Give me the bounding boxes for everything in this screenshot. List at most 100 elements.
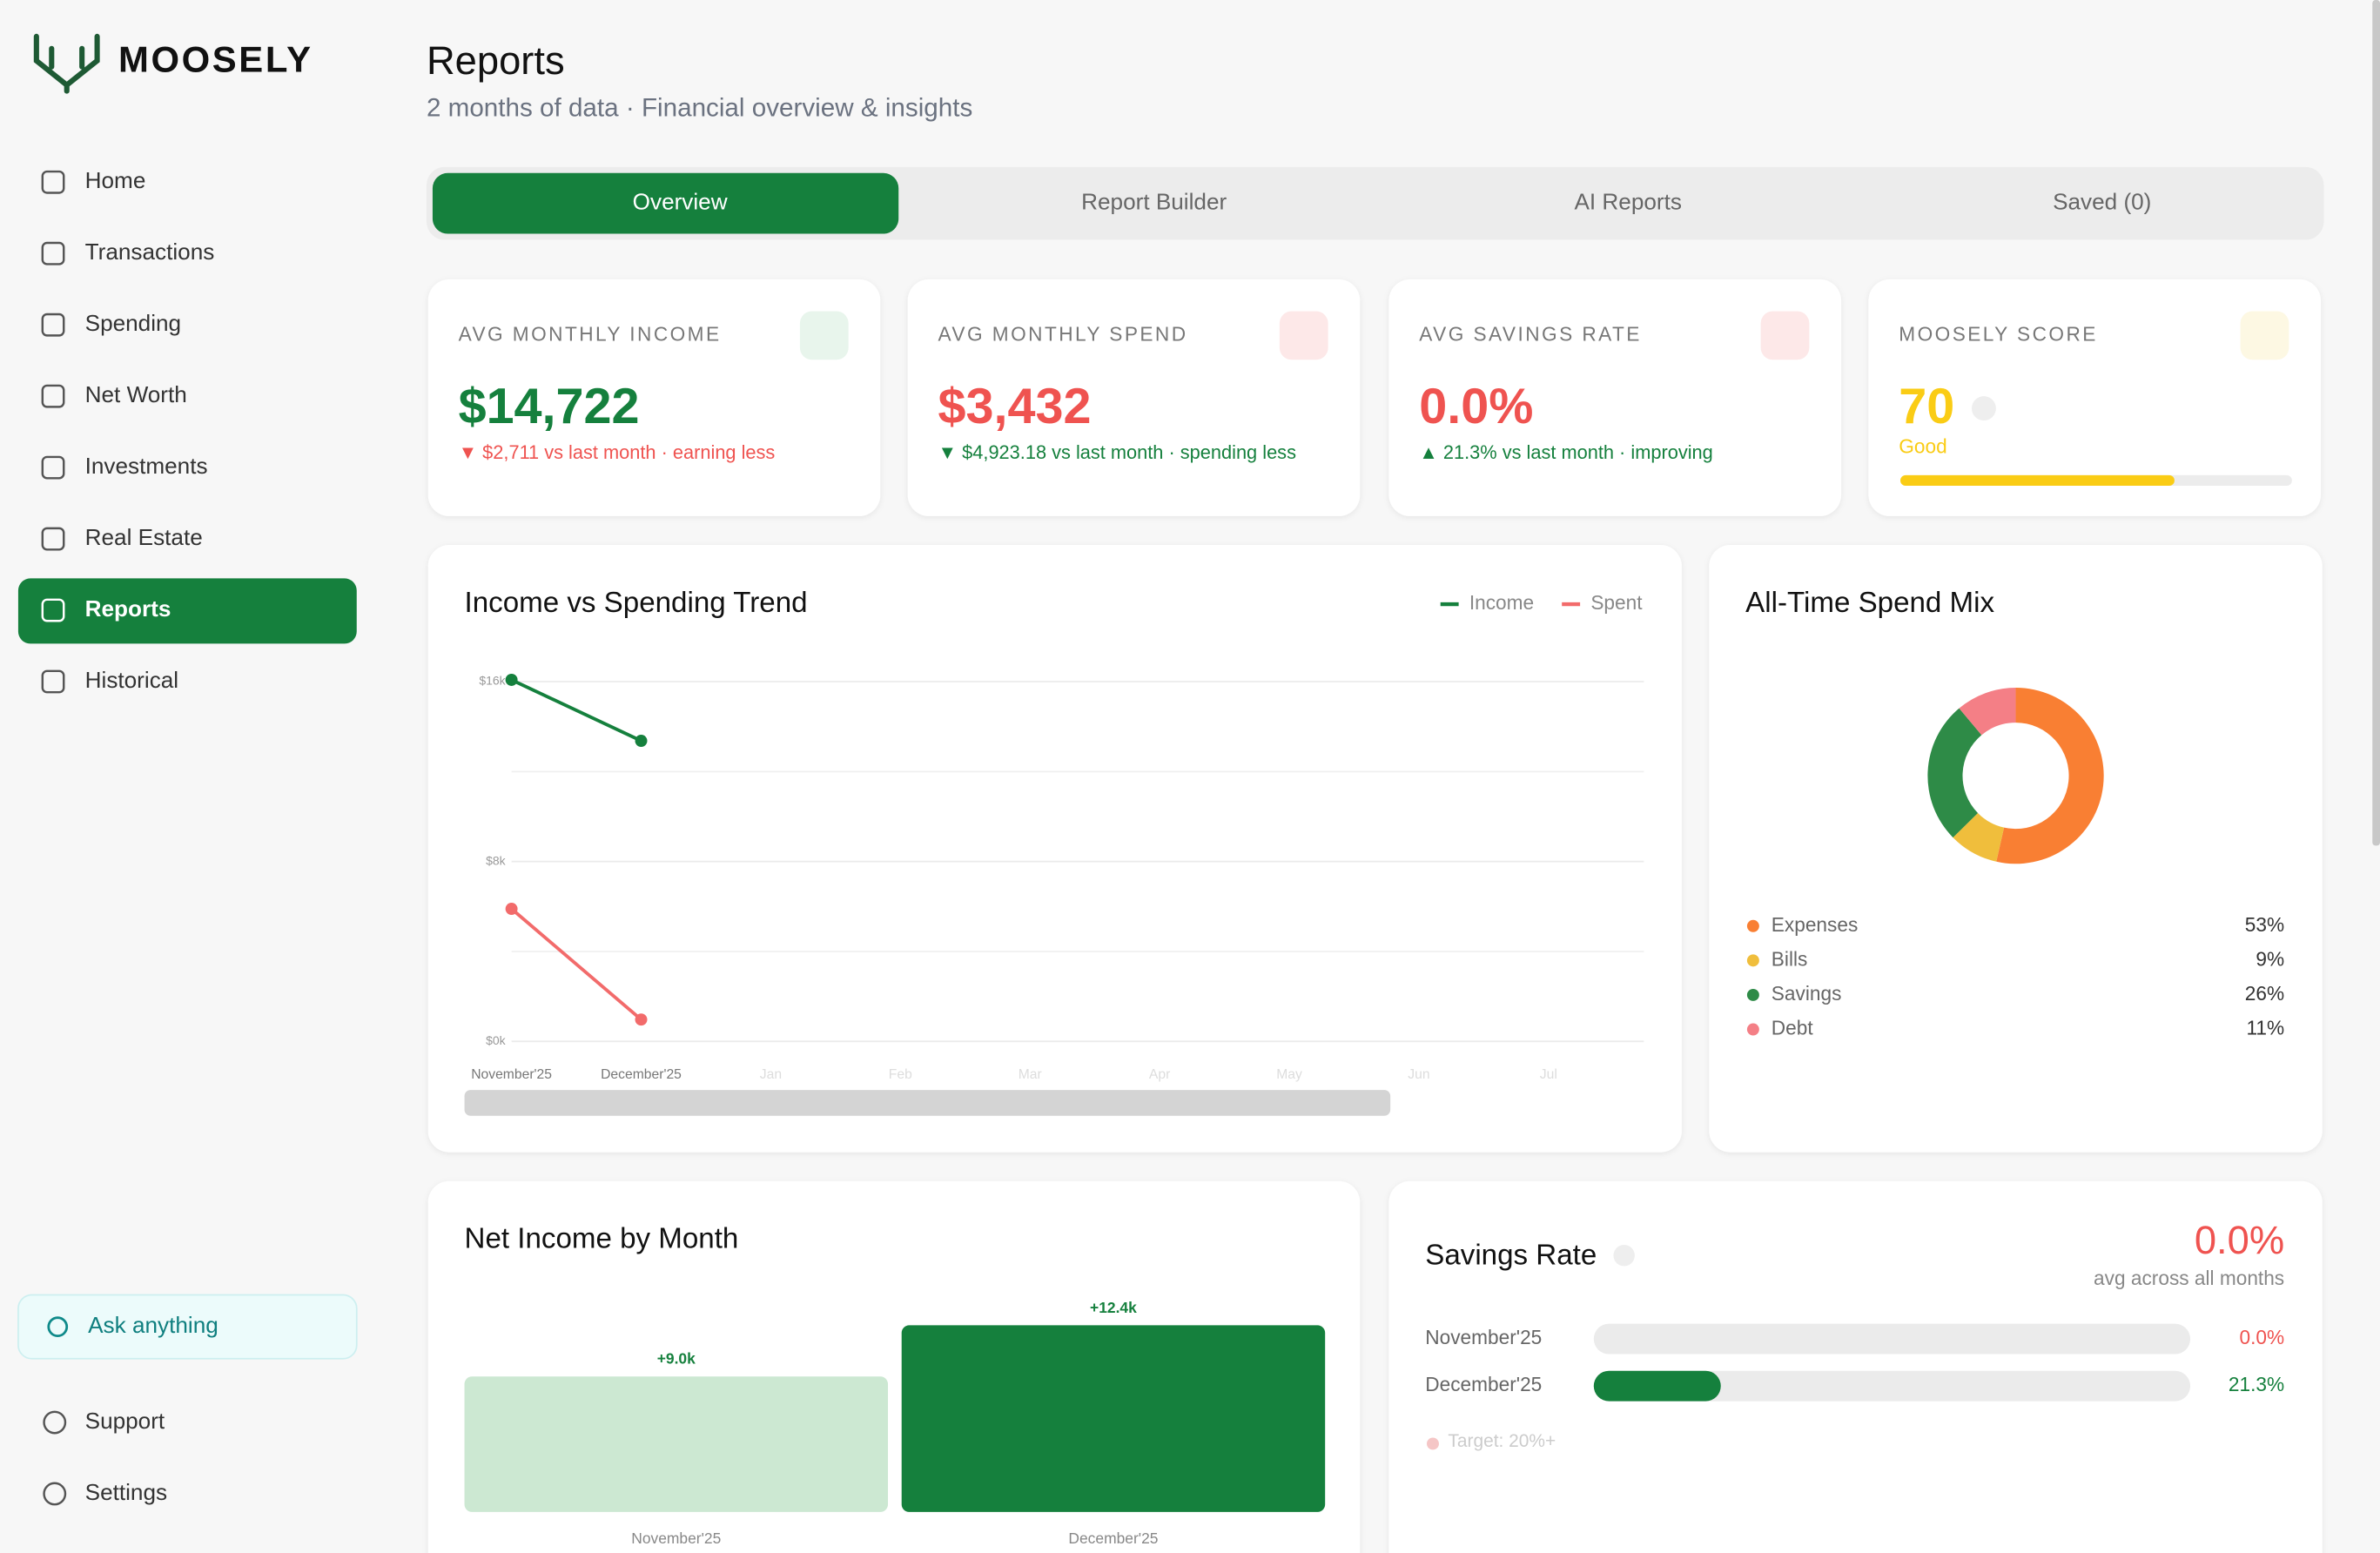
bar [464, 1376, 889, 1512]
tab-bar [426, 166, 2324, 240]
series-point [635, 1013, 648, 1026]
kpi-icon [1760, 311, 1810, 360]
kpi-delta: ▲ 21.3% vs last month · improving [1419, 441, 1712, 463]
x-tick-label: May [1276, 1067, 1302, 1082]
pie-slice [1959, 687, 2016, 736]
chart-title: Income vs Spending Trend [465, 587, 808, 619]
help-icon[interactable] [1971, 396, 1996, 421]
x-tick-label: Mar [1019, 1067, 1042, 1082]
row-bar [1593, 1370, 1721, 1402]
kpi-value: $3,432 [938, 379, 1092, 434]
tab[interactable]: AI Reports [1574, 189, 1681, 215]
ask-box[interactable] [17, 1294, 358, 1360]
nav-icon [41, 527, 65, 551]
nav-icon [41, 598, 65, 622]
nav-item[interactable]: Net Worth [85, 381, 187, 407]
card [1868, 279, 2321, 516]
score-rating: Good [1899, 434, 1946, 457]
legend-value: 26% [2245, 982, 2284, 1005]
bar-label: +12.4k [1090, 1299, 1137, 1316]
kpi-delta: ▼ $2,711 vs last month · earning less [459, 441, 776, 463]
scrollbar[interactable] [2372, 0, 2380, 846]
kpi-icon [799, 311, 849, 360]
chart-title: Savings Rate [1425, 1240, 1597, 1272]
x-tick-label: December'25 [1068, 1529, 1158, 1547]
bar [901, 1325, 1326, 1512]
tab[interactable]: Report Builder [1081, 189, 1227, 215]
row-track [1593, 1370, 2191, 1402]
savings-caption: avg across all months [2094, 1267, 2284, 1289]
tab[interactable]: Saved (0) [2053, 189, 2151, 215]
kpi-value: $14,722 [459, 379, 640, 434]
nav-icon [41, 669, 65, 694]
nav-item[interactable]: Spending [85, 310, 181, 336]
series-line [510, 907, 642, 1021]
nav-item[interactable]: Support [85, 1408, 165, 1434]
legend-dot [1746, 1023, 1759, 1036]
score-bar [1900, 474, 2175, 487]
legend-label: Income [1469, 591, 1534, 614]
x-tick-label: Jul [1540, 1067, 1557, 1082]
nav-item[interactable]: Reports [85, 595, 171, 622]
bar-label: +9.0k [657, 1350, 696, 1368]
legend-value: 11% [2246, 1017, 2284, 1039]
card [1388, 1180, 2323, 1553]
kpi-value: 0.0% [1419, 379, 1533, 434]
logo [33, 33, 100, 94]
target-text: Target: 20%+ [1448, 1431, 1556, 1451]
nav-item[interactable]: Transactions [85, 239, 215, 265]
kpi-icon [1279, 311, 1328, 360]
legend-label: Expenses [1772, 913, 1858, 936]
nav-icon [41, 455, 65, 480]
pie-slice [1996, 687, 2104, 864]
target-icon [1427, 1437, 1439, 1450]
chart-scrollbar[interactable] [464, 1090, 1391, 1116]
row-track [1593, 1323, 2191, 1355]
nav-icon [41, 241, 65, 266]
nav-item[interactable]: Historical [85, 667, 178, 693]
nav-item[interactable]: Home [85, 167, 146, 193]
nav-icon [41, 170, 65, 194]
score-value: 70 [1899, 379, 1954, 434]
y-tick-label: $0k [486, 1033, 506, 1047]
chart-title: All-Time Spend Mix [1745, 587, 1994, 619]
page-title: Reports [427, 38, 565, 83]
nav-item[interactable]: Real Estate [85, 524, 203, 550]
kpi-label: AVG SAVINGS RATE [1419, 322, 1642, 345]
card [427, 545, 1682, 1153]
kpi-label: AVG MONTHLY SPEND [938, 322, 1188, 345]
legend-value: 53% [2245, 913, 2284, 936]
x-tick-label: December'25 [601, 1067, 682, 1082]
chart-title: Net Income by Month [465, 1223, 739, 1255]
nav-item[interactable]: Investments [85, 453, 208, 479]
nav-active[interactable] [17, 578, 357, 644]
help-icon[interactable] [1613, 1244, 1635, 1267]
legend-label: Savings [1772, 982, 1842, 1005]
y-tick-label: $8k [486, 853, 506, 867]
series-line [510, 678, 642, 743]
series-point [505, 903, 518, 915]
legend-value: 9% [2256, 947, 2284, 970]
y-tick-label: $16k [479, 674, 505, 688]
row-label: November'25 [1425, 1326, 1542, 1348]
tab-active[interactable] [432, 172, 899, 234]
nav-item[interactable]: Settings [85, 1479, 167, 1505]
legend-label: Debt [1772, 1017, 1814, 1039]
card [427, 279, 881, 516]
nav-icon [41, 313, 65, 337]
legend-dot [1746, 919, 1759, 932]
ask-icon [47, 1316, 69, 1338]
kpi-label: MOOSELY SCORE [1899, 322, 2098, 345]
kpi-label: AVG MONTHLY INCOME [459, 322, 722, 345]
x-tick-label: November'25 [631, 1529, 721, 1547]
nav-icon [43, 1482, 67, 1506]
brand: MOOSELY [118, 39, 313, 80]
legend-label: Bills [1772, 947, 1808, 970]
ask-text[interactable]: Ask anything [88, 1312, 219, 1338]
kpi-delta: ▼ $4,923.18 vs last month · spending les… [938, 441, 1297, 463]
x-tick-label: Jan [760, 1067, 782, 1082]
tab[interactable]: Overview [633, 189, 728, 215]
legend-label: Spent [1590, 591, 1643, 614]
x-tick-label: November'25 [471, 1067, 552, 1082]
